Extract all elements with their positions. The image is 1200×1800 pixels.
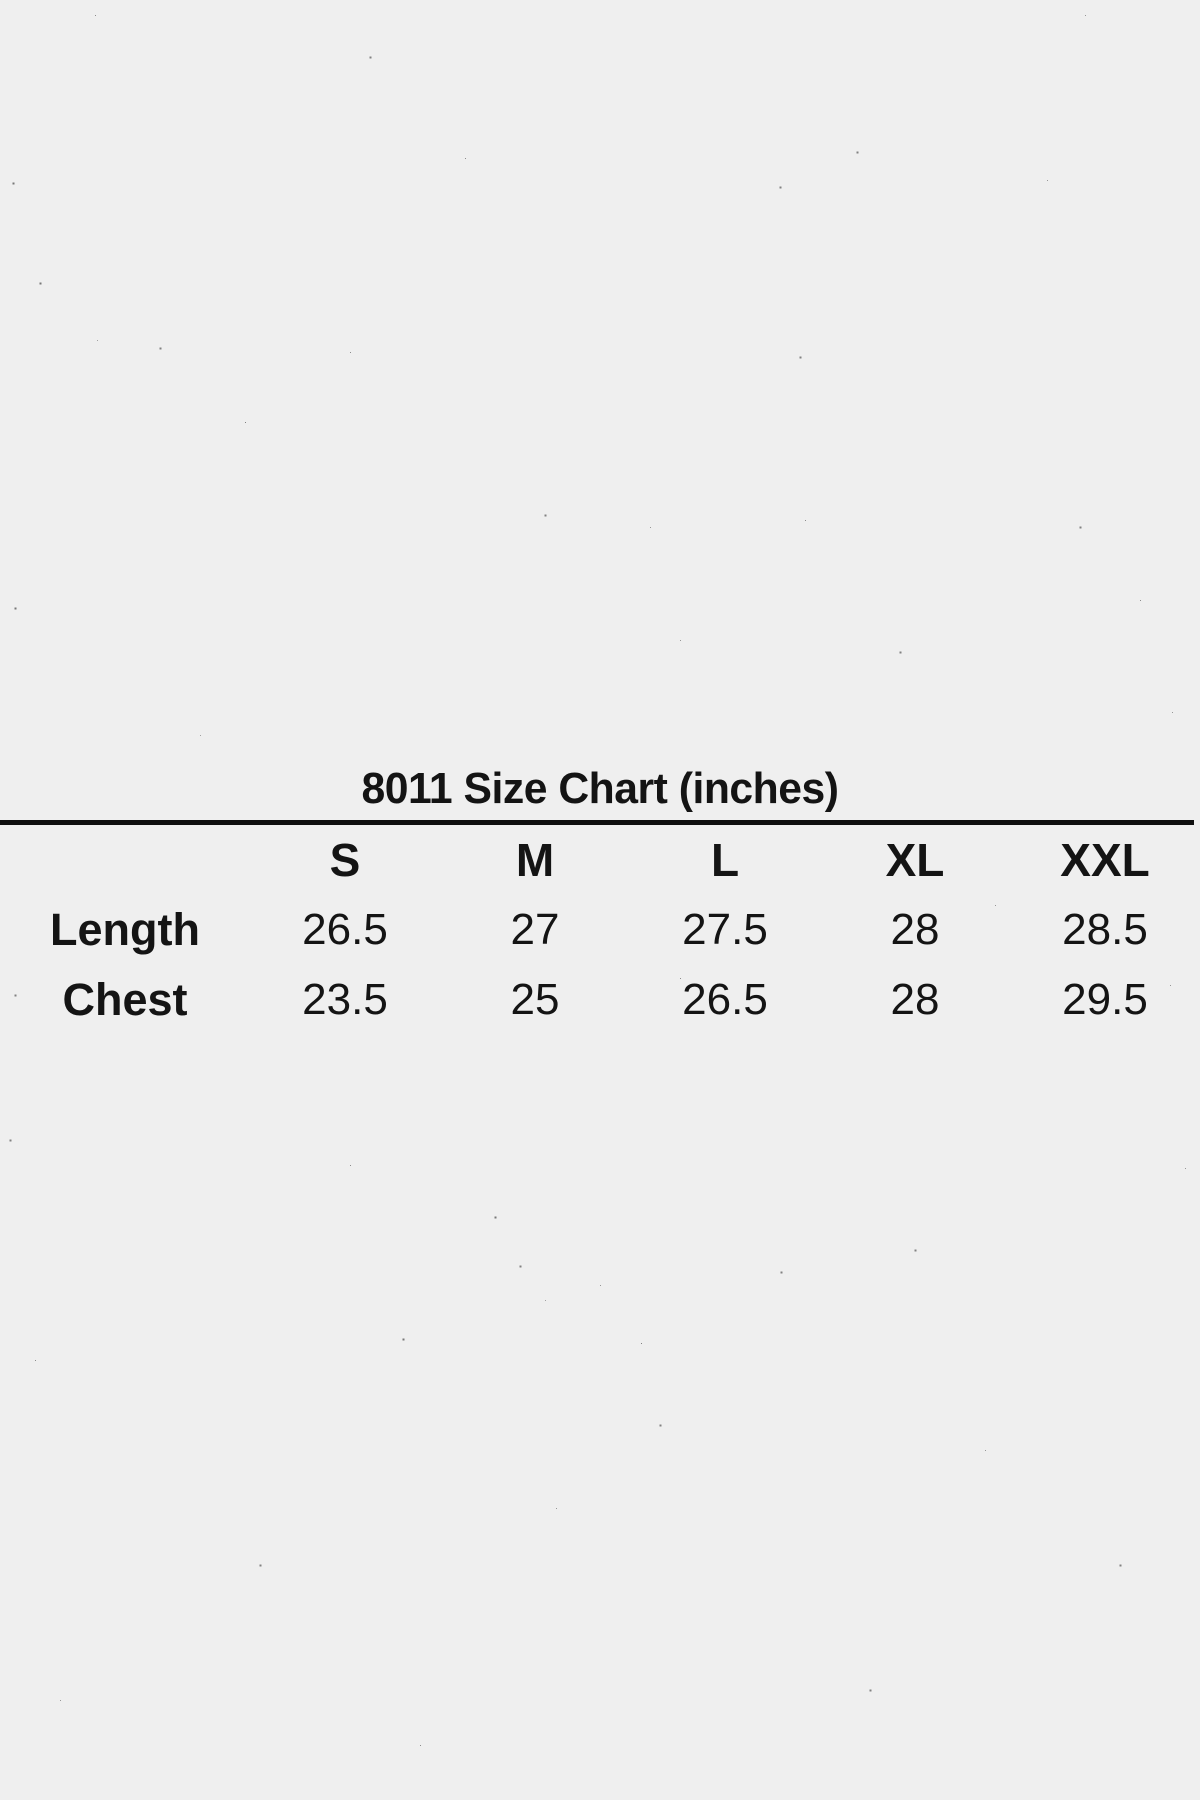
column-header-xl: XL bbox=[885, 834, 945, 886]
noise-speckles bbox=[0, 0, 1, 1]
title-divider-line bbox=[0, 820, 1194, 825]
cell-chest-l: 26.5 bbox=[682, 975, 768, 1024]
column-header-xxl: XXL bbox=[1060, 834, 1150, 886]
column-header-s: S bbox=[329, 834, 361, 886]
size-table: S M L XL XXL Length 26.5 27 27.5 28 28.5… bbox=[0, 825, 1200, 1035]
size-chart: 8011 Size Chart (inches) S M L XL XXL Le… bbox=[0, 760, 1200, 1035]
cell-length-xxl: 28.5 bbox=[1062, 905, 1148, 954]
cell-length-s: 26.5 bbox=[302, 905, 388, 954]
cell-chest-m: 25 bbox=[510, 975, 560, 1024]
cell-chest-xxl: 29.5 bbox=[1062, 975, 1148, 1024]
cell-chest-s: 23.5 bbox=[302, 975, 388, 1024]
row-label-length: Length bbox=[50, 904, 200, 955]
column-header-l: L bbox=[710, 834, 740, 886]
row-label-chest: Chest bbox=[62, 974, 188, 1025]
column-header-m: M bbox=[515, 834, 555, 886]
cell-chest-xl: 28 bbox=[890, 975, 940, 1024]
size-chart-title: 8011 Size Chart (inches) bbox=[361, 764, 839, 813]
cell-length-l: 27.5 bbox=[682, 905, 768, 954]
cell-length-m: 27 bbox=[510, 905, 560, 954]
cell-length-xl: 28 bbox=[890, 905, 940, 954]
